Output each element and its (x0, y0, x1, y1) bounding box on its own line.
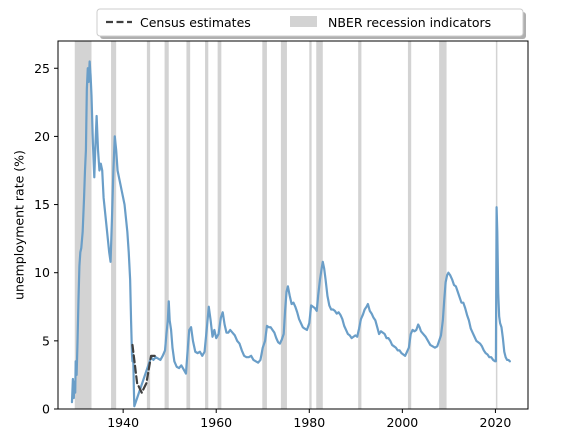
recession-band-7 (262, 41, 267, 409)
series-line-census (131, 343, 157, 394)
legend-swatch-recession (290, 16, 317, 27)
recession-band-6 (217, 41, 222, 409)
x-tick-label-2: 1980 (293, 415, 325, 430)
x-tick-label-3: 2000 (386, 415, 418, 430)
x-tick-label-0: 1940 (107, 415, 139, 430)
plot-frame (57, 40, 529, 410)
y-tick-label-4: 20 (34, 129, 50, 144)
legend: Census estimates NBER recession indicato… (96, 8, 526, 39)
y-tick-label-2: 10 (34, 265, 50, 280)
y-axis-label: unemployment rate (%) (12, 150, 27, 300)
recession-band-8 (280, 41, 287, 409)
recession-band-5 (205, 41, 209, 409)
recession-band-9 (309, 41, 312, 409)
recession-band-13 (439, 41, 447, 409)
x-tick-label-1: 1960 (200, 415, 232, 430)
legend-entry-recession: NBER recession indicators (328, 15, 491, 30)
x-tick-label-4: 2020 (480, 415, 512, 430)
y-axis: 0 5 10 15 20 25 (34, 61, 58, 417)
y-tick-label-0: 0 (42, 402, 50, 417)
y-tick-label-1: 5 (42, 333, 50, 348)
recession-band-4 (186, 41, 191, 409)
x-axis: 1940 1960 1980 2000 2020 (107, 409, 511, 430)
recession-band-12 (407, 41, 412, 409)
recession-bands (74, 41, 498, 409)
recession-band-11 (358, 41, 362, 409)
y-tick-label-3: 15 (34, 197, 50, 212)
recession-band-1 (111, 41, 117, 409)
recession-band-2 (146, 41, 151, 409)
recession-band-3 (164, 41, 169, 409)
series-line-unemployment (70, 60, 511, 408)
recession-band-10 (316, 41, 323, 409)
series-lines (70, 60, 511, 408)
legend-entry-census: Census estimates (140, 15, 251, 30)
y-tick-label-5: 25 (34, 61, 50, 76)
